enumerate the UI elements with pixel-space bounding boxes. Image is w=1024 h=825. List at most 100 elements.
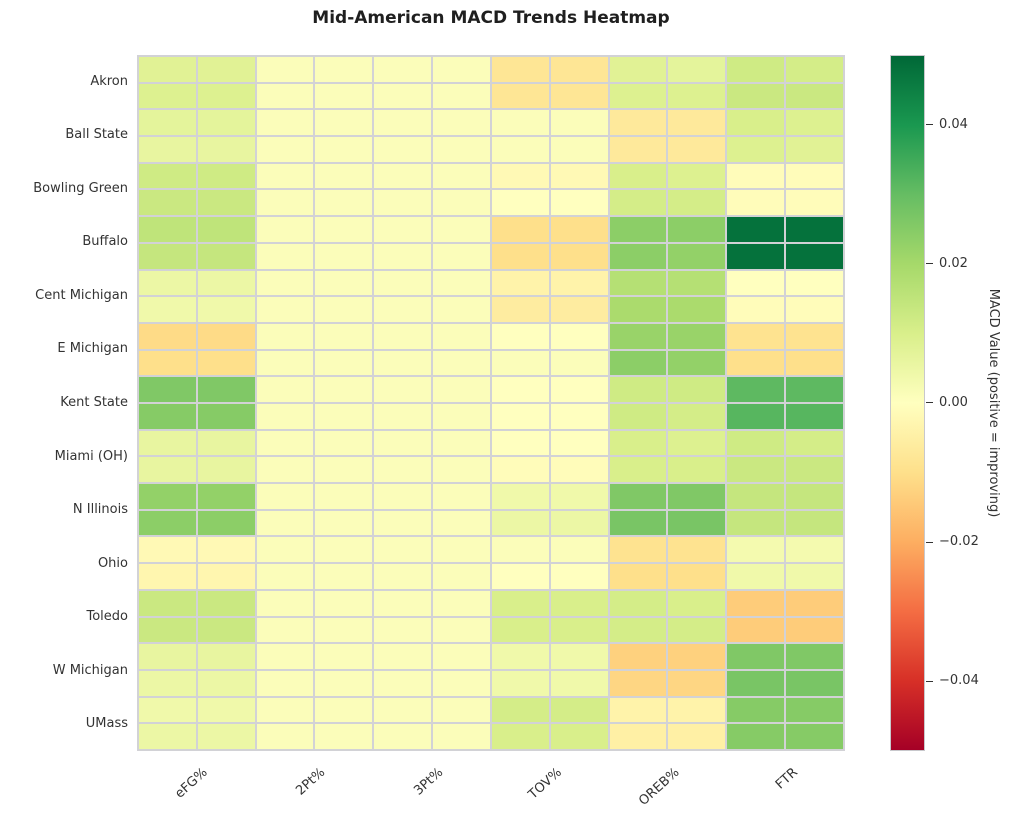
heatmap-cell	[550, 670, 608, 696]
heatmap-cell	[139, 697, 196, 723]
heatmap-cell	[433, 297, 490, 322]
heatmap-cell	[550, 457, 608, 483]
heatmap-cell	[139, 377, 196, 402]
colorbar-tick-mark	[926, 680, 933, 682]
heatmap-cell	[491, 243, 549, 269]
heatmap-cell	[786, 644, 843, 669]
y-tick-label: N Illinois	[72, 502, 128, 518]
heatmap-cell	[197, 217, 255, 242]
heatmap-cell	[374, 243, 432, 269]
heatmap-cell	[786, 457, 843, 483]
heatmap-cell	[668, 110, 726, 136]
heatmap-cell	[315, 350, 373, 376]
heatmap-cell	[609, 217, 667, 242]
heatmap-cell	[786, 297, 843, 322]
heatmap-cell	[668, 564, 726, 589]
heatmap-cell	[491, 350, 549, 376]
heatmap-cell	[433, 190, 490, 216]
x-tick-label: 2Pt%	[293, 765, 329, 799]
heatmap-cell	[786, 243, 843, 269]
heatmap-cell	[550, 724, 608, 749]
heatmap-cell	[433, 697, 490, 723]
heatmap-cell	[491, 644, 549, 669]
heatmap-cell	[433, 323, 490, 349]
heatmap-cell	[786, 217, 843, 242]
heatmap-cell	[609, 430, 667, 456]
heatmap-cell	[550, 110, 608, 136]
heatmap-cell	[374, 297, 432, 322]
heatmap-cell	[550, 537, 608, 563]
heatmap-cell	[433, 243, 490, 269]
heatmap-cell	[256, 270, 314, 296]
heatmap-cell	[139, 404, 196, 429]
heatmap-cell	[727, 644, 785, 669]
heatmap-cell	[374, 83, 432, 109]
heatmap-cell	[256, 243, 314, 269]
heatmap-cell	[256, 217, 314, 242]
heatmap-cell	[550, 350, 608, 376]
heatmap-cell	[374, 57, 432, 82]
heatmap-cell	[491, 457, 549, 483]
heatmap-cell	[668, 57, 726, 82]
heatmap-cell	[491, 510, 549, 536]
heatmap-cell	[433, 137, 490, 162]
heatmap-cell	[197, 377, 255, 402]
heatmap-cell	[256, 430, 314, 456]
heatmap-cell	[315, 617, 373, 643]
colorbar-tick-mark	[926, 402, 933, 404]
heatmap-cell	[727, 404, 785, 429]
heatmap-cell	[197, 484, 255, 509]
heatmap-cell	[491, 724, 549, 749]
colorbar-tick-mark	[926, 541, 933, 543]
heatmap-cell	[550, 270, 608, 296]
heatmap-cell	[197, 670, 255, 696]
heatmap-cell	[550, 617, 608, 643]
heatmap-cell	[609, 110, 667, 136]
heatmap-cell	[786, 697, 843, 723]
heatmap-cell	[197, 350, 255, 376]
heatmap-cell	[139, 617, 196, 643]
heatmap-cell	[315, 404, 373, 429]
heatmap-cell	[727, 297, 785, 322]
heatmap-cell	[727, 457, 785, 483]
heatmap-cell	[550, 644, 608, 669]
heatmap-cell	[668, 484, 726, 509]
heatmap-cell	[786, 590, 843, 616]
heatmap-cell	[491, 110, 549, 136]
heatmap-cell	[139, 510, 196, 536]
heatmap-cell	[727, 163, 785, 189]
heatmap-cell	[139, 217, 196, 242]
heatmap-cell	[491, 323, 549, 349]
heatmap-cell	[433, 430, 490, 456]
heatmap-cell	[609, 564, 667, 589]
heatmap-cell	[727, 510, 785, 536]
heatmap-cell	[668, 217, 726, 242]
heatmap-cell	[609, 404, 667, 429]
heatmap-cell	[433, 217, 490, 242]
heatmap-cell	[727, 670, 785, 696]
heatmap-cell	[786, 57, 843, 82]
x-tick-label: 3Pt%	[411, 765, 447, 799]
heatmap-cell	[550, 323, 608, 349]
heatmap-cell	[668, 670, 726, 696]
heatmap-cell	[256, 163, 314, 189]
heatmap-cell	[727, 430, 785, 456]
heatmap-cell	[374, 590, 432, 616]
heatmap-cell	[433, 57, 490, 82]
heatmap-cell	[197, 163, 255, 189]
heatmap-cell	[491, 163, 549, 189]
heatmap-cell	[315, 83, 373, 109]
heatmap-cell	[727, 110, 785, 136]
heatmap-cell	[374, 537, 432, 563]
heatmap-cell	[433, 537, 490, 563]
heatmap-cell	[197, 724, 255, 749]
heatmap-cell	[256, 350, 314, 376]
heatmap-cell	[197, 270, 255, 296]
heatmap-cell	[315, 484, 373, 509]
heatmap-cell	[491, 670, 549, 696]
heatmap-cell	[609, 670, 667, 696]
heatmap-cell	[139, 270, 196, 296]
heatmap-cell	[786, 270, 843, 296]
heatmap-cell	[315, 297, 373, 322]
heatmap-cell	[727, 243, 785, 269]
